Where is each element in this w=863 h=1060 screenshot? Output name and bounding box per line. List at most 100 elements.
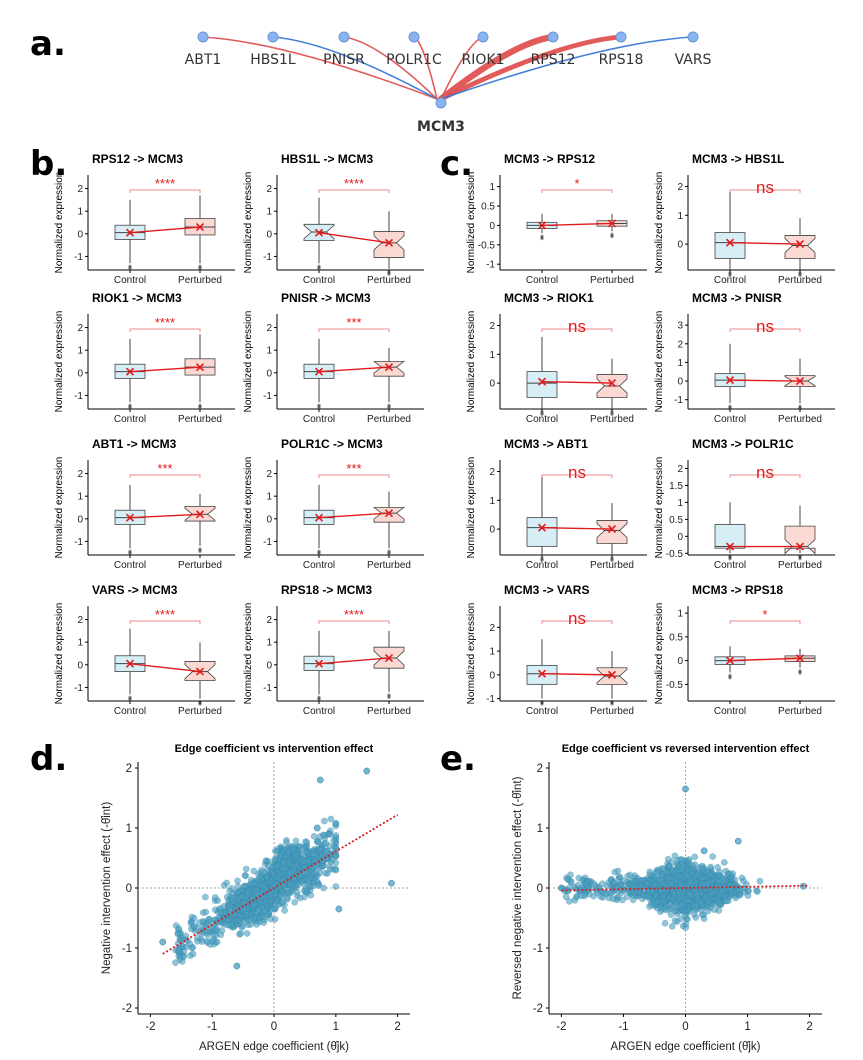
data-point — [264, 910, 271, 918]
box-plot: RPS18 -> MCM3 -1 0 1 2 Control Perturbed Normal… — [243, 583, 424, 717]
x-tick-label: Control — [714, 275, 746, 286]
data-point — [332, 866, 340, 874]
data-point — [211, 894, 219, 901]
y-tick-label: 0 — [489, 379, 495, 390]
y-tick-label: 0 — [266, 368, 272, 379]
data-point — [723, 897, 730, 905]
box — [526, 517, 558, 547]
panel-label-d: d. — [30, 739, 67, 779]
x-tick-label: Control — [714, 414, 746, 425]
mean-marker — [384, 363, 394, 372]
y-axis-label: Normalized expression — [466, 603, 477, 705]
y-tick-label: 1 — [677, 211, 683, 222]
data-point — [189, 950, 197, 958]
data-point — [332, 883, 340, 890]
outlier-point — [610, 558, 614, 563]
x-tick-label: Control — [303, 706, 335, 717]
outlier-point — [610, 412, 614, 416]
mean-marker — [795, 240, 805, 249]
significance-bracket — [541, 189, 613, 193]
edge-hbs1l — [272, 36, 438, 100]
outlier-point — [387, 552, 391, 556]
significance-label: **** — [344, 607, 364, 622]
mean-marker — [195, 510, 205, 519]
data-point — [262, 857, 270, 865]
outlier-point — [317, 406, 321, 410]
box-plot: MCM3 -> VARS -1 0 1 2 Control Perturbed Normali… — [466, 583, 647, 717]
y-tick-label: 0 — [537, 883, 543, 895]
node-hbs1l — [267, 31, 279, 43]
outlier-point — [128, 406, 132, 410]
mean-marker — [725, 376, 735, 385]
outlier-point — [610, 702, 614, 706]
y-tick-label: 0 — [677, 656, 683, 667]
data-point — [309, 850, 317, 857]
significance-bracket — [318, 328, 390, 332]
data-point — [212, 931, 220, 939]
x-tick-label: 1 — [333, 1021, 339, 1033]
x-tick-label: -1 — [618, 1021, 628, 1033]
data-point — [715, 871, 723, 879]
y-tick-label: 1 — [489, 496, 495, 507]
mean-line — [541, 380, 613, 384]
x-tick-label: Perturbed — [178, 275, 222, 286]
data-point — [201, 893, 209, 901]
data-point — [685, 889, 693, 897]
data-point — [266, 890, 274, 898]
data-point — [236, 917, 244, 925]
significance-bracket — [129, 189, 201, 193]
gene-label-polr1c: POLR1C — [386, 52, 442, 68]
y-tick-label: 2 — [266, 615, 272, 626]
significance-bracket — [129, 328, 201, 332]
significance-bracket — [541, 328, 613, 332]
panel-label-b: b. — [30, 144, 67, 184]
data-point — [729, 870, 737, 877]
significance-label: **** — [344, 176, 364, 191]
y-axis-label: Normalized expression — [466, 172, 477, 274]
y-axis-label: Normalized expression — [466, 457, 477, 559]
mean-line — [129, 662, 201, 673]
y-tick-label: 2 — [77, 323, 83, 334]
outlier-point — [387, 695, 391, 699]
data-point — [234, 883, 242, 890]
box-plot: PNISR -> MCM3 -1 0 1 2 Control Perturbed Normal… — [243, 291, 424, 425]
y-axis-label: Negative intervention effect (-θ̂int) — [101, 802, 113, 975]
data-point — [617, 880, 625, 888]
box — [373, 506, 405, 523]
data-point — [688, 869, 695, 877]
data-point — [285, 889, 293, 897]
significance-label: * — [762, 607, 767, 622]
box-plot: HBS1L -> MCM3 -1 0 1 2 Control Perturbed Normal… — [243, 152, 424, 286]
y-tick-label: 0 — [77, 514, 83, 525]
data-point — [233, 962, 241, 970]
data-point — [294, 881, 302, 889]
gene-label-pnisr: PNISR — [323, 52, 365, 68]
y-tick-label: -1 — [263, 537, 272, 548]
y-tick-label: 1 — [126, 823, 132, 835]
x-tick-label: Perturbed — [590, 560, 634, 571]
y-tick-label: -1 — [74, 391, 83, 402]
box-plot-title: RPS18 -> MCM3 — [281, 583, 372, 597]
mean-line — [541, 222, 613, 227]
data-point — [671, 852, 679, 860]
y-tick-label: 0 — [677, 377, 683, 388]
data-point — [289, 846, 297, 854]
box-plot-title: HBS1L -> MCM3 — [281, 152, 373, 166]
data-point — [287, 880, 294, 888]
y-tick-label: 1 — [77, 638, 83, 649]
outlier-point — [540, 236, 544, 241]
y-tick-label: 0 — [677, 240, 683, 251]
outlier-point — [128, 552, 132, 556]
data-point — [648, 887, 656, 895]
box-plot: MCM3 -> RPS12 -1 -0.5 0 0.5 1 Control Perturbed… — [466, 152, 647, 286]
y-tick-label: 2 — [77, 615, 83, 626]
box-plot: MCM3 -> RPS18 -0.5 0 0.5 1 Control Perturbed No… — [654, 583, 835, 717]
data-point — [204, 931, 212, 939]
box-plot-title: MCM3 -> PNISR — [692, 291, 782, 305]
box — [526, 664, 558, 685]
outlier-point — [540, 558, 544, 563]
box-plot-title: RPS12 -> MCM3 — [92, 152, 183, 166]
y-tick-label: 0 — [126, 883, 132, 895]
data-point — [574, 881, 582, 889]
scatter-plots: Edge coefficient vs intervention effect -… — [101, 743, 822, 1053]
